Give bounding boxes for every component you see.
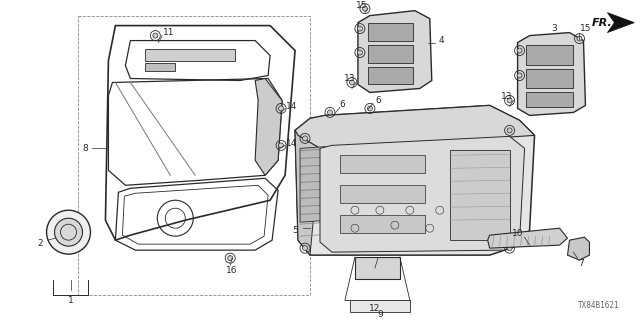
Circle shape: [517, 48, 522, 53]
Text: 13: 13: [344, 74, 356, 83]
Bar: [368, 23, 413, 41]
Polygon shape: [295, 105, 534, 148]
Polygon shape: [358, 11, 432, 92]
Text: 14: 14: [286, 139, 298, 148]
Text: 16: 16: [227, 266, 238, 275]
Polygon shape: [295, 130, 320, 255]
Polygon shape: [488, 228, 568, 248]
Text: 4: 4: [439, 36, 445, 45]
Text: 13: 13: [501, 92, 513, 101]
Text: 1: 1: [68, 296, 74, 305]
Bar: [355, 257, 400, 279]
Text: 3: 3: [552, 24, 557, 33]
Circle shape: [577, 36, 582, 41]
Text: 12: 12: [369, 304, 381, 313]
Circle shape: [367, 106, 372, 111]
Circle shape: [278, 106, 284, 111]
Polygon shape: [255, 78, 282, 175]
Text: 6: 6: [339, 100, 345, 109]
Bar: [350, 300, 410, 312]
Polygon shape: [295, 105, 534, 255]
Polygon shape: [518, 33, 586, 116]
Circle shape: [303, 246, 308, 251]
Bar: [368, 44, 413, 62]
Circle shape: [507, 246, 512, 251]
Circle shape: [228, 256, 233, 260]
Bar: [525, 68, 573, 88]
Circle shape: [357, 26, 362, 31]
Bar: [340, 215, 425, 233]
Circle shape: [362, 6, 367, 11]
Text: 14: 14: [286, 102, 298, 111]
Text: 2: 2: [38, 239, 44, 248]
Text: 10: 10: [512, 229, 524, 238]
Text: 15: 15: [580, 24, 591, 33]
Bar: [450, 150, 509, 240]
Polygon shape: [300, 146, 330, 222]
Circle shape: [47, 210, 90, 254]
Circle shape: [517, 73, 522, 78]
Circle shape: [303, 136, 308, 141]
Circle shape: [328, 110, 332, 115]
Circle shape: [278, 143, 284, 148]
Text: 8: 8: [83, 144, 88, 153]
Polygon shape: [305, 220, 345, 234]
Bar: [340, 155, 425, 173]
Text: 5: 5: [292, 226, 298, 235]
Text: 6: 6: [375, 96, 381, 105]
Bar: [525, 44, 573, 65]
Text: 15: 15: [356, 1, 367, 10]
Bar: [368, 67, 413, 84]
Text: 9: 9: [377, 309, 383, 318]
Polygon shape: [320, 136, 525, 252]
Text: 7: 7: [579, 259, 584, 268]
Text: 11: 11: [163, 28, 174, 37]
Circle shape: [507, 98, 512, 103]
Bar: [340, 185, 425, 203]
Bar: [145, 62, 175, 70]
Circle shape: [357, 50, 362, 55]
Text: TX84B1621: TX84B1621: [578, 301, 620, 310]
Circle shape: [54, 218, 83, 246]
Bar: [145, 49, 235, 60]
Polygon shape: [607, 12, 634, 33]
Circle shape: [349, 80, 355, 85]
Bar: [525, 92, 573, 108]
Circle shape: [507, 128, 512, 133]
Polygon shape: [568, 237, 589, 260]
Circle shape: [153, 33, 158, 38]
Text: FR.: FR.: [591, 18, 612, 28]
